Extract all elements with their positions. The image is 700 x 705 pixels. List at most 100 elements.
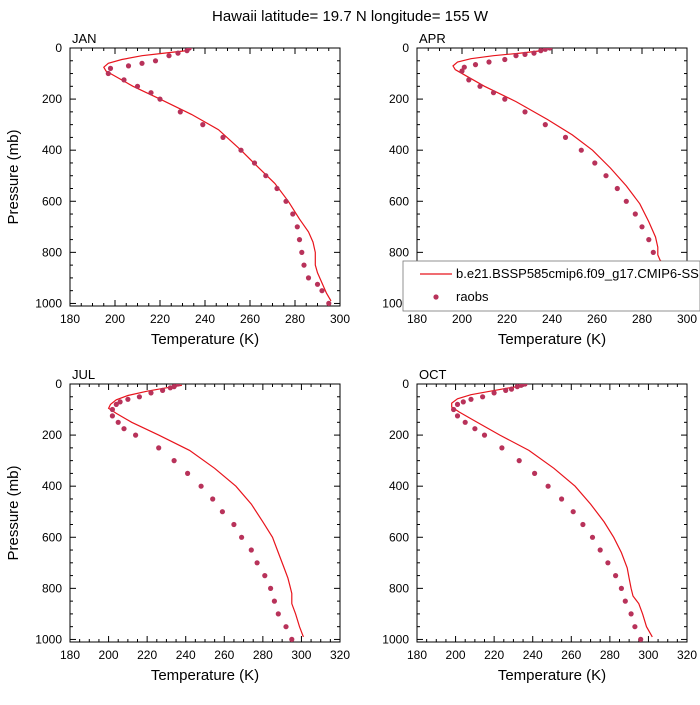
x-axis-label: Temperature (K) bbox=[498, 331, 606, 348]
raobs-point bbox=[454, 401, 461, 407]
raobs-point bbox=[597, 547, 603, 553]
x-tick-label: 280 bbox=[632, 312, 652, 326]
panel-label: OCT bbox=[419, 367, 447, 382]
raobs-point bbox=[502, 56, 508, 63]
x-tick-label: 180 bbox=[60, 312, 80, 326]
raobs-point bbox=[614, 185, 620, 192]
raobs-point bbox=[462, 419, 468, 425]
raobs-point bbox=[283, 624, 289, 630]
raobs-point bbox=[451, 406, 457, 413]
raobs-point bbox=[231, 521, 237, 528]
panel-apr: 180 200 220 240 260 280 300 0 200 400 600 800 1000 AP… bbox=[382, 31, 697, 348]
raobs-point bbox=[125, 63, 132, 69]
raobs-point bbox=[115, 419, 121, 425]
raobs-point bbox=[160, 387, 166, 393]
raobs-point bbox=[166, 53, 172, 59]
x-tick-label: 300 bbox=[291, 648, 311, 662]
y-tick-label: 600 bbox=[42, 530, 62, 544]
y-axis-label: Pressure (mb) bbox=[5, 465, 22, 560]
raobs-point bbox=[468, 396, 474, 402]
raobs-point bbox=[603, 173, 609, 179]
plot-frame bbox=[416, 383, 688, 643]
raobs-point bbox=[314, 281, 321, 287]
y-tick-label: 400 bbox=[389, 479, 409, 493]
legend-obs-label: raobs bbox=[456, 289, 489, 304]
raobs-point bbox=[289, 636, 295, 642]
raobs-point bbox=[618, 585, 625, 592]
x-tick-label: 260 bbox=[587, 312, 607, 326]
raobs-point bbox=[113, 401, 119, 407]
legend-model-label: b.e21.BSSP585cmip6.f09_g17.CMIP6-SS bbox=[456, 266, 699, 281]
raobs-point bbox=[275, 611, 281, 617]
raobs-point bbox=[109, 413, 115, 419]
x-tick-label: 220 bbox=[150, 312, 170, 326]
panel-label: JUL bbox=[72, 367, 95, 382]
x-tick-label: 260 bbox=[561, 648, 581, 662]
raobs-point bbox=[592, 160, 598, 166]
raobs-point bbox=[538, 48, 544, 54]
raobs-point bbox=[117, 399, 123, 405]
raobs-point bbox=[522, 384, 528, 387]
y-tick-label: 800 bbox=[389, 581, 409, 595]
raobs-point bbox=[220, 134, 226, 140]
raobs-point bbox=[638, 636, 644, 642]
raobs-point bbox=[271, 598, 277, 604]
raobs-point bbox=[301, 262, 307, 268]
x-tick-label: 260 bbox=[240, 312, 260, 326]
x-tick-label: 180 bbox=[60, 648, 80, 662]
x-tick-label: 240 bbox=[195, 312, 215, 326]
legend-dot-swatch bbox=[433, 294, 439, 300]
x-tick-label: 240 bbox=[176, 648, 196, 662]
x-axis-label: Temperature (K) bbox=[498, 667, 606, 684]
raobs-point bbox=[454, 413, 461, 419]
x-tick-label: 220 bbox=[484, 648, 504, 662]
x-tick-label: 180 bbox=[407, 312, 427, 326]
raobs-point bbox=[175, 384, 181, 387]
x-tick-label: 240 bbox=[542, 312, 562, 326]
figure-title: Hawaii latitude= 19.7 N longitude= 155 W bbox=[212, 8, 489, 25]
raobs-point bbox=[133, 432, 139, 438]
y-tick-label: 800 bbox=[42, 581, 62, 595]
plot-frame bbox=[69, 383, 341, 643]
x-tick-label: 220 bbox=[137, 648, 157, 662]
raobs-point bbox=[481, 432, 488, 438]
model-profile-line bbox=[107, 384, 304, 638]
raobs-point bbox=[486, 59, 492, 65]
raobs-point bbox=[136, 394, 142, 400]
plot-frame bbox=[69, 47, 341, 307]
raobs-point bbox=[157, 96, 163, 102]
x-tick-label: 200 bbox=[105, 312, 125, 326]
raobs-point bbox=[503, 387, 509, 393]
raobs-point bbox=[613, 573, 619, 579]
raobs-point bbox=[531, 50, 537, 56]
raobs-point bbox=[559, 496, 565, 502]
raobs-point bbox=[185, 470, 191, 476]
y-tick-label: 600 bbox=[389, 194, 409, 208]
raobs-point bbox=[578, 147, 584, 153]
x-tick-label: 320 bbox=[330, 648, 350, 662]
x-tick-label: 200 bbox=[446, 648, 466, 662]
raobs-point bbox=[105, 70, 111, 77]
raobs-point bbox=[466, 77, 472, 83]
y-tick-label: 1000 bbox=[35, 296, 62, 310]
raobs-point bbox=[459, 68, 465, 74]
raobs-point bbox=[254, 560, 260, 566]
y-tick-label: 200 bbox=[42, 92, 62, 106]
raobs-point bbox=[542, 48, 548, 52]
raobs-point bbox=[171, 458, 177, 464]
raobs-point bbox=[305, 275, 312, 281]
x-tick-label: 240 bbox=[523, 648, 543, 662]
panel-jul: 180 200 220 240 260 280 300 320 0 200 400 600 800 100… bbox=[5, 367, 350, 684]
y-tick-label: 800 bbox=[42, 245, 62, 259]
y-tick-label: 0 bbox=[55, 41, 62, 55]
y-tick-label: 0 bbox=[55, 377, 62, 391]
raobs-point bbox=[650, 249, 656, 255]
y-tick-label: 1000 bbox=[382, 632, 409, 646]
raobs-point bbox=[623, 198, 629, 204]
raobs-point bbox=[622, 598, 628, 604]
raobs-point bbox=[294, 224, 300, 230]
raobs-point bbox=[514, 384, 520, 390]
y-tick-label: 800 bbox=[389, 245, 409, 259]
